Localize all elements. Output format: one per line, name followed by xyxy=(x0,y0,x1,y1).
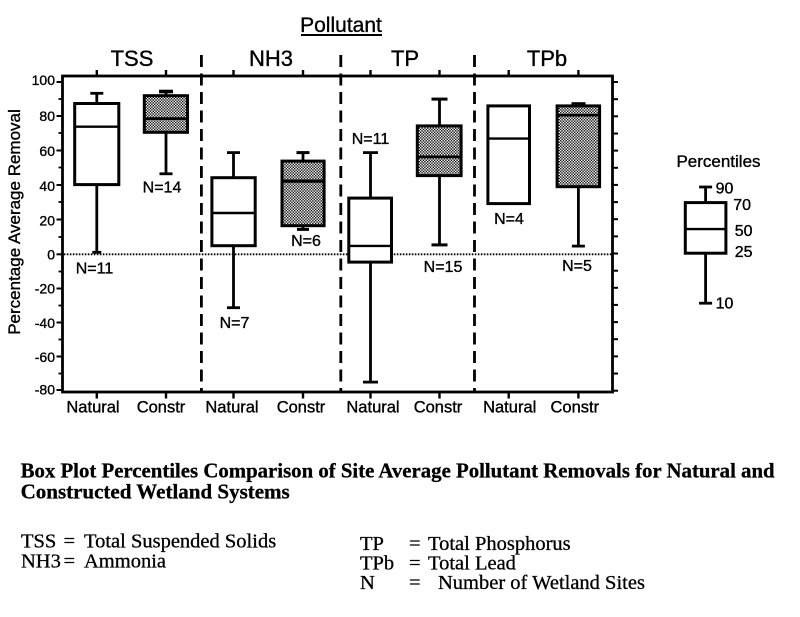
svg-text:Natural: Natural xyxy=(346,399,399,417)
svg-text:10: 10 xyxy=(716,296,734,313)
svg-text:70: 70 xyxy=(733,197,751,214)
svg-text:N=15: N=15 xyxy=(424,259,463,276)
svg-text:Constr: Constr xyxy=(277,399,326,417)
svg-text:TP: TP xyxy=(391,46,419,71)
svg-text:Box Plot Percentiles Compariso: Box Plot Percentiles Comparison of Site … xyxy=(21,459,775,483)
svg-text:Constr: Constr xyxy=(137,399,186,417)
svg-text:N=7: N=7 xyxy=(220,315,250,332)
svg-text:N=6: N=6 xyxy=(291,233,321,250)
svg-text:N=11: N=11 xyxy=(352,131,390,148)
svg-text:N=14: N=14 xyxy=(143,180,182,197)
svg-text:TPb=Total Lead: TPb = Total Lead xyxy=(360,553,516,575)
svg-text:-20: -20 xyxy=(35,280,55,296)
svg-text:Percentage Average Removal: Percentage Average Removal xyxy=(5,109,24,335)
svg-text:100: 100 xyxy=(32,72,56,88)
svg-text:TSS=Total Suspended Solids: TSS = Total Suspended Solids xyxy=(21,530,276,552)
svg-text:Constr: Constr xyxy=(414,399,463,417)
svg-text:Constr: Constr xyxy=(550,399,599,417)
svg-text:25: 25 xyxy=(735,244,753,261)
svg-text:TSS: TSS xyxy=(111,46,154,71)
svg-text:Natural: Natural xyxy=(483,399,536,417)
svg-text:-80: -80 xyxy=(35,381,55,397)
svg-text:60: 60 xyxy=(39,143,55,159)
svg-text:Natural: Natural xyxy=(66,399,119,417)
svg-text:-40: -40 xyxy=(35,315,55,331)
svg-text:0: 0 xyxy=(47,246,55,262)
svg-text:NH3: NH3 xyxy=(249,46,293,71)
svg-text:N=Number of Wetland Sites: N = Number of Wetland Sites xyxy=(360,572,645,594)
svg-text:40: 40 xyxy=(39,178,55,194)
svg-text:N=11: N=11 xyxy=(76,261,114,278)
svg-text:20: 20 xyxy=(39,212,55,228)
svg-text:N=5: N=5 xyxy=(562,258,592,275)
svg-text:90: 90 xyxy=(716,181,734,198)
svg-text:Percentiles: Percentiles xyxy=(676,152,760,171)
svg-text:TP=Total Phosphorus: TP = Total Phosphorus xyxy=(360,533,571,555)
svg-text:-60: -60 xyxy=(35,349,55,365)
svg-text:Pollutant: Pollutant xyxy=(300,14,382,37)
svg-text:TPb: TPb xyxy=(527,46,567,71)
svg-text:N=4: N=4 xyxy=(494,211,524,228)
svg-text:Constructed Wetland Systems: Constructed Wetland Systems xyxy=(21,480,290,504)
svg-text:NH3=Ammonia: NH3 = Ammonia xyxy=(21,550,166,572)
svg-text:80: 80 xyxy=(39,108,55,124)
svg-text:50: 50 xyxy=(735,223,753,240)
svg-text:Natural: Natural xyxy=(205,399,258,417)
